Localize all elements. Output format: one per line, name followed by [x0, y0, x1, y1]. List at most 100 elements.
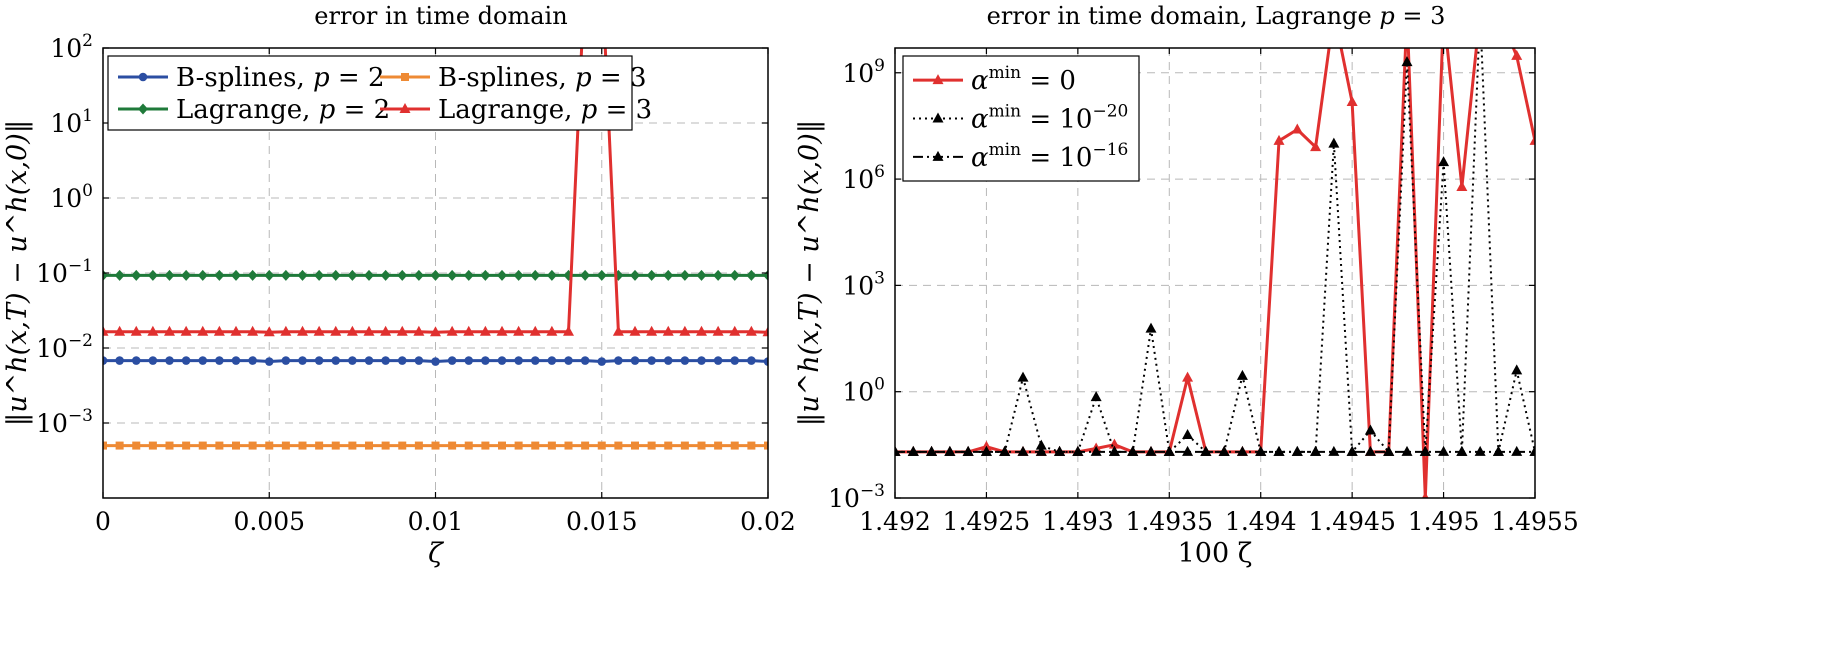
- data-point: [298, 356, 307, 365]
- data-point: [513, 325, 525, 336]
- data-point: [1273, 134, 1285, 145]
- data-point: [115, 441, 124, 450]
- data-point: [1017, 445, 1029, 456]
- data-point: [497, 269, 507, 281]
- data-point: [1182, 445, 1194, 456]
- data-point: [1364, 424, 1376, 435]
- data-point: [647, 441, 656, 450]
- data-point: [103, 441, 107, 450]
- chart-panel-2: 1.492 1.4925 1.493 1.4935 1.494 1.4945 1.495 1.…: [794, 2, 1579, 569]
- data-point: [1035, 445, 1047, 456]
- data-point: [1456, 180, 1468, 191]
- data-point: [1090, 445, 1102, 456]
- data-point: [363, 325, 375, 336]
- series-group: [895, 48, 1535, 498]
- data-point: [614, 356, 623, 365]
- data-point: [679, 269, 690, 281]
- data-point: [614, 441, 623, 450]
- data-point: [1383, 445, 1395, 456]
- x-tick-label: 0: [95, 507, 111, 536]
- legend: αmin = 0 αmin = 10−20 αmin = 10−16: [902, 55, 1140, 182]
- data-point: [1438, 445, 1450, 456]
- data-point: [745, 325, 757, 336]
- data-point: [1072, 445, 1084, 456]
- data-point: [662, 325, 674, 336]
- data-point: [115, 356, 124, 365]
- data-point: [213, 325, 225, 336]
- data-point: [447, 356, 457, 365]
- data-point: [663, 269, 674, 281]
- data-point: [265, 441, 274, 450]
- data-point: [1200, 445, 1212, 456]
- y-tick-label: 101: [50, 106, 93, 138]
- data-point: [581, 441, 590, 450]
- data-point: [497, 356, 507, 365]
- data-point: [547, 441, 556, 450]
- data-point: [999, 445, 1011, 456]
- x-tick-label: 1.493: [1042, 507, 1114, 536]
- data-point: [895, 445, 901, 456]
- data-point: [464, 356, 474, 365]
- axes-frame: [894, 47, 1536, 499]
- data-point: [1401, 56, 1413, 67]
- data-point: [1291, 445, 1303, 456]
- data-point: [114, 269, 125, 281]
- x-tick-label: 0.015: [566, 507, 638, 536]
- data-point: [330, 269, 341, 281]
- data-point: [397, 356, 407, 365]
- data-point: [713, 269, 724, 281]
- data-point: [764, 441, 768, 450]
- data-point: [398, 441, 407, 450]
- data-point: [330, 325, 342, 336]
- data-point: [980, 440, 992, 451]
- data-point: [230, 325, 242, 336]
- data-point: [347, 269, 358, 281]
- data-point: [1090, 391, 1102, 402]
- data-point: [1364, 445, 1376, 456]
- data-point: [131, 356, 141, 365]
- data-point: [713, 356, 723, 365]
- y-tick-label: 10−3: [36, 406, 93, 438]
- data-point: [680, 356, 690, 365]
- data-point: [430, 269, 441, 281]
- data-point: [629, 325, 641, 336]
- data-point: [364, 269, 374, 281]
- data-point: [1511, 49, 1523, 60]
- data-point: [631, 441, 639, 450]
- data-point: [546, 325, 558, 336]
- data-point: [331, 356, 341, 365]
- data-point: [103, 325, 109, 336]
- data-point: [181, 269, 192, 281]
- legend-label: B-splines, p = 3: [438, 63, 647, 93]
- legend-label: αmin = 10−16: [971, 140, 1128, 173]
- legend-item: αmin = 10−20: [913, 102, 1128, 135]
- data-point: [198, 356, 208, 365]
- x-tick-label: 1.492: [859, 507, 931, 536]
- legend-item: Lagrange, p = 2: [118, 95, 390, 125]
- data-point: [1310, 141, 1322, 152]
- data-point: [164, 325, 175, 336]
- chart-panel-1: 0 0.005 0.01 0.015 0.02 10−3 10−2 10−1 100 101 102…: [2, 2, 796, 569]
- data-point: [1492, 445, 1504, 456]
- data-point: [280, 325, 292, 336]
- data-point: [231, 269, 241, 281]
- legend-marker: [399, 103, 411, 113]
- data-point: [564, 356, 573, 365]
- data-point: [1421, 492, 1429, 498]
- data-point: [180, 325, 192, 336]
- x-tick-label: 0.01: [408, 507, 464, 536]
- data-point: [1456, 445, 1468, 456]
- y-tick-label: 100: [50, 181, 93, 213]
- data-point: [597, 357, 607, 366]
- data-point: [313, 325, 325, 336]
- data-point: [148, 441, 157, 450]
- data-point: [280, 269, 291, 281]
- data-point: [729, 269, 740, 281]
- data-point: [131, 269, 142, 281]
- data-point: [214, 269, 225, 281]
- data-point: [1236, 445, 1248, 456]
- legend-marker: [401, 73, 409, 81]
- data-point: [314, 356, 324, 365]
- data-point: [1054, 445, 1066, 456]
